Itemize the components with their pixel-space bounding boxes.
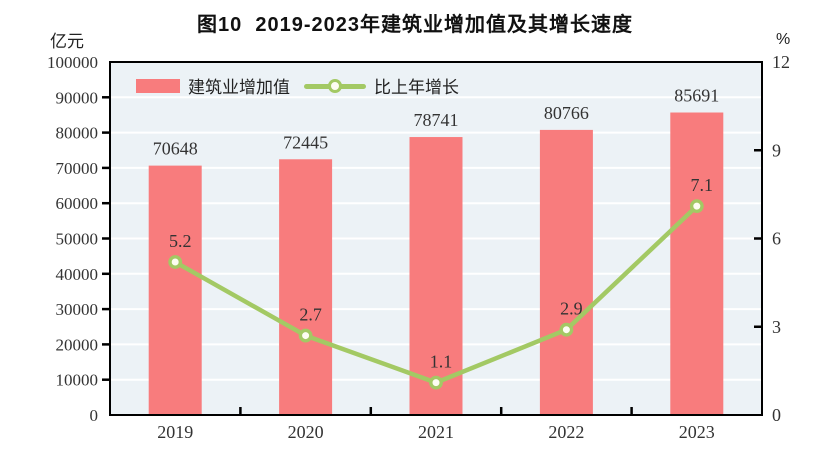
growth-value-label: 5.2: [169, 231, 192, 251]
right-axis-label: 0: [772, 405, 781, 425]
bar-series-swatch: [136, 78, 180, 93]
bar-2020: [279, 159, 333, 415]
bar-2023: [670, 112, 724, 415]
growth-value-label: 2.9: [560, 299, 583, 319]
left-axis-label: 70000: [56, 159, 99, 178]
left-axis-label: 90000: [56, 88, 99, 107]
left-axis-label: 10000: [56, 371, 99, 390]
legend: 建筑业增加值 比上年增长: [136, 73, 459, 98]
right-axis-unit: %: [776, 31, 791, 48]
left-axis-label: 60000: [56, 194, 99, 213]
bar-2021: [409, 137, 463, 416]
legend-line-label: 比上年增长: [374, 78, 459, 97]
right-axis-label: 6: [772, 229, 781, 249]
bar-value-label: 70648: [153, 139, 198, 159]
bar-value-label: 80766: [544, 103, 589, 123]
x-axis-label: 2020: [288, 422, 324, 442]
right-axis-label: 9: [772, 140, 781, 160]
growth-marker-2019: [168, 255, 183, 269]
legend-item-bar: 建筑业增加值: [136, 73, 290, 98]
x-axis-label: 2021: [418, 422, 454, 442]
chart-title: 图10 2019-2023年建筑业增加值及其增长速度: [196, 14, 633, 36]
left-axis-label: 50000: [56, 230, 99, 249]
growth-marker-2021: [429, 375, 443, 390]
bar-2022: [539, 129, 593, 415]
x-axis-label: 2022: [548, 422, 584, 442]
left-axis-unit: 亿元: [50, 32, 84, 51]
legend-bar-label: 建筑业增加值: [188, 78, 290, 97]
right-axis-label: 12: [772, 52, 790, 72]
left-axis-label: 80000: [56, 124, 99, 143]
growth-value-label: 7.1: [691, 175, 714, 195]
growth-marker-2022: [559, 322, 574, 337]
growth-value-label: 1.1: [430, 352, 453, 372]
right-axis-label: 3: [772, 317, 781, 337]
left-axis-label: 40000: [56, 265, 99, 284]
bar-value-label: 78741: [414, 110, 459, 130]
left-axis-label: 20000: [56, 335, 99, 354]
x-axis-label: 2019: [157, 422, 193, 442]
left-axis-label: 100000: [47, 53, 98, 72]
bar-2019: [148, 165, 202, 415]
growth-value-label: 2.7: [299, 305, 322, 325]
growth-marker-2020: [298, 328, 313, 343]
left-axis-label: 0: [90, 406, 99, 425]
line-series-sample: [304, 78, 366, 93]
left-axis-label: 30000: [56, 300, 99, 319]
bar-value-label: 85691: [674, 86, 719, 106]
x-axis-label: 2023: [679, 422, 715, 442]
line-sample-marker-icon: [328, 78, 342, 93]
growth-marker-2023: [689, 199, 704, 214]
legend-item-line: 比上年增长: [304, 73, 459, 98]
bar-value-label: 72445: [283, 132, 328, 152]
